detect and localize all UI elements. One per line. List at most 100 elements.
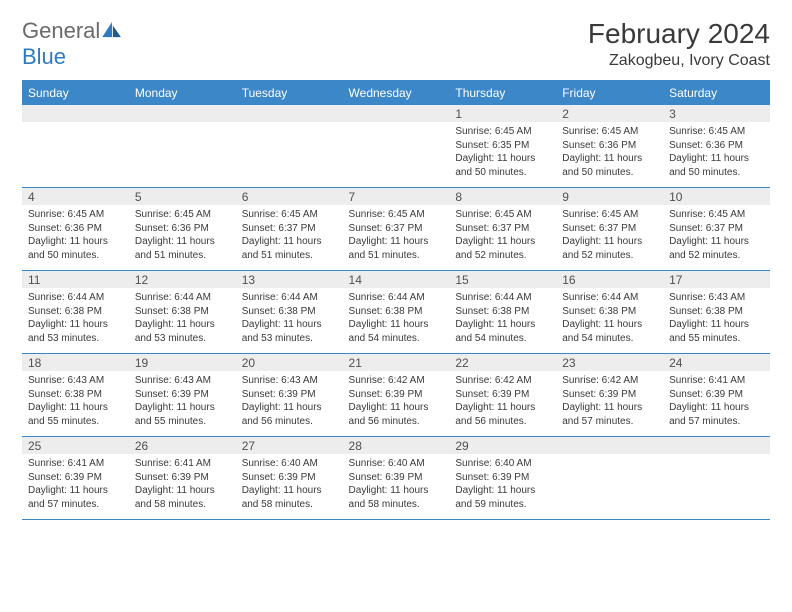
- day-number: 14: [343, 271, 450, 288]
- day-details: Sunrise: 6:45 AMSunset: 6:37 PMDaylight:…: [556, 205, 663, 270]
- empty-day-cell: [556, 437, 663, 520]
- day-details: Sunrise: 6:44 AMSunset: 6:38 PMDaylight:…: [343, 288, 450, 353]
- day-number: [22, 105, 129, 122]
- day-number: 2: [556, 105, 663, 122]
- day-details: Sunrise: 6:41 AMSunset: 6:39 PMDaylight:…: [663, 371, 770, 436]
- day-details: Sunrise: 6:43 AMSunset: 6:38 PMDaylight:…: [663, 288, 770, 353]
- day-cell: 20Sunrise: 6:43 AMSunset: 6:39 PMDayligh…: [236, 354, 343, 437]
- day-cell: 18Sunrise: 6:43 AMSunset: 6:38 PMDayligh…: [22, 354, 129, 437]
- logo-sail-icon: [102, 18, 122, 44]
- day-number: 25: [22, 437, 129, 454]
- day-details: Sunrise: 6:44 AMSunset: 6:38 PMDaylight:…: [449, 288, 556, 353]
- day-number: 28: [343, 437, 450, 454]
- title-block: February 2024 Zakogbeu, Ivory Coast: [588, 18, 770, 70]
- day-number: 18: [22, 354, 129, 371]
- empty-day-cell: [236, 105, 343, 188]
- weekday-header: Tuesday: [236, 81, 343, 105]
- week-row: 18Sunrise: 6:43 AMSunset: 6:38 PMDayligh…: [22, 354, 770, 437]
- day-details: Sunrise: 6:45 AMSunset: 6:36 PMDaylight:…: [556, 122, 663, 187]
- day-cell: 17Sunrise: 6:43 AMSunset: 6:38 PMDayligh…: [663, 271, 770, 354]
- logo-text-blue: Blue: [22, 44, 66, 69]
- week-row: 11Sunrise: 6:44 AMSunset: 6:38 PMDayligh…: [22, 271, 770, 354]
- day-details: Sunrise: 6:44 AMSunset: 6:38 PMDaylight:…: [129, 288, 236, 353]
- day-number: 13: [236, 271, 343, 288]
- day-cell: 29Sunrise: 6:40 AMSunset: 6:39 PMDayligh…: [449, 437, 556, 520]
- day-number: 4: [22, 188, 129, 205]
- day-number: 1: [449, 105, 556, 122]
- day-cell: 11Sunrise: 6:44 AMSunset: 6:38 PMDayligh…: [22, 271, 129, 354]
- day-cell: 6Sunrise: 6:45 AMSunset: 6:37 PMDaylight…: [236, 188, 343, 271]
- day-cell: 14Sunrise: 6:44 AMSunset: 6:38 PMDayligh…: [343, 271, 450, 354]
- day-cell: 9Sunrise: 6:45 AMSunset: 6:37 PMDaylight…: [556, 188, 663, 271]
- day-cell: 26Sunrise: 6:41 AMSunset: 6:39 PMDayligh…: [129, 437, 236, 520]
- day-number: 11: [22, 271, 129, 288]
- day-number: 29: [449, 437, 556, 454]
- day-cell: 23Sunrise: 6:42 AMSunset: 6:39 PMDayligh…: [556, 354, 663, 437]
- day-details: Sunrise: 6:42 AMSunset: 6:39 PMDaylight:…: [449, 371, 556, 436]
- day-number: 27: [236, 437, 343, 454]
- day-details: [663, 454, 770, 512]
- weekday-header: Friday: [556, 81, 663, 105]
- logo: GeneralBlue: [22, 18, 122, 70]
- calendar-page: GeneralBlue February 2024 Zakogbeu, Ivor…: [0, 0, 792, 538]
- day-number: 8: [449, 188, 556, 205]
- day-details: Sunrise: 6:42 AMSunset: 6:39 PMDaylight:…: [556, 371, 663, 436]
- day-cell: 4Sunrise: 6:45 AMSunset: 6:36 PMDaylight…: [22, 188, 129, 271]
- day-number: 22: [449, 354, 556, 371]
- day-cell: 21Sunrise: 6:42 AMSunset: 6:39 PMDayligh…: [343, 354, 450, 437]
- day-number: 23: [556, 354, 663, 371]
- weekday-header: Saturday: [663, 81, 770, 105]
- empty-day-cell: [343, 105, 450, 188]
- day-number: 5: [129, 188, 236, 205]
- day-number: 9: [556, 188, 663, 205]
- day-details: Sunrise: 6:43 AMSunset: 6:39 PMDaylight:…: [236, 371, 343, 436]
- location-text: Zakogbeu, Ivory Coast: [588, 52, 770, 70]
- day-cell: 16Sunrise: 6:44 AMSunset: 6:38 PMDayligh…: [556, 271, 663, 354]
- day-details: Sunrise: 6:44 AMSunset: 6:38 PMDaylight:…: [22, 288, 129, 353]
- day-cell: 27Sunrise: 6:40 AMSunset: 6:39 PMDayligh…: [236, 437, 343, 520]
- day-details: Sunrise: 6:45 AMSunset: 6:36 PMDaylight:…: [663, 122, 770, 187]
- day-cell: 8Sunrise: 6:45 AMSunset: 6:37 PMDaylight…: [449, 188, 556, 271]
- week-row: 4Sunrise: 6:45 AMSunset: 6:36 PMDaylight…: [22, 188, 770, 271]
- day-cell: 28Sunrise: 6:40 AMSunset: 6:39 PMDayligh…: [343, 437, 450, 520]
- day-cell: 7Sunrise: 6:45 AMSunset: 6:37 PMDaylight…: [343, 188, 450, 271]
- day-details: Sunrise: 6:40 AMSunset: 6:39 PMDaylight:…: [449, 454, 556, 519]
- weekday-header-row: SundayMondayTuesdayWednesdayThursdayFrid…: [22, 81, 770, 105]
- week-row: 25Sunrise: 6:41 AMSunset: 6:39 PMDayligh…: [22, 437, 770, 520]
- day-cell: 19Sunrise: 6:43 AMSunset: 6:39 PMDayligh…: [129, 354, 236, 437]
- day-details: Sunrise: 6:45 AMSunset: 6:37 PMDaylight:…: [449, 205, 556, 270]
- week-row: 1Sunrise: 6:45 AMSunset: 6:35 PMDaylight…: [22, 105, 770, 188]
- month-title: February 2024: [588, 18, 770, 50]
- day-number: 24: [663, 354, 770, 371]
- day-cell: 22Sunrise: 6:42 AMSunset: 6:39 PMDayligh…: [449, 354, 556, 437]
- day-number: 12: [129, 271, 236, 288]
- day-details: Sunrise: 6:42 AMSunset: 6:39 PMDaylight:…: [343, 371, 450, 436]
- day-details: Sunrise: 6:40 AMSunset: 6:39 PMDaylight:…: [236, 454, 343, 519]
- day-number: 15: [449, 271, 556, 288]
- day-number: 10: [663, 188, 770, 205]
- calendar-table: SundayMondayTuesdayWednesdayThursdayFrid…: [22, 80, 770, 520]
- day-details: Sunrise: 6:40 AMSunset: 6:39 PMDaylight:…: [343, 454, 450, 519]
- empty-day-cell: [22, 105, 129, 188]
- weekday-header: Monday: [129, 81, 236, 105]
- day-cell: 24Sunrise: 6:41 AMSunset: 6:39 PMDayligh…: [663, 354, 770, 437]
- day-details: Sunrise: 6:41 AMSunset: 6:39 PMDaylight:…: [129, 454, 236, 519]
- day-details: Sunrise: 6:45 AMSunset: 6:37 PMDaylight:…: [236, 205, 343, 270]
- weekday-header: Thursday: [449, 81, 556, 105]
- day-cell: 13Sunrise: 6:44 AMSunset: 6:38 PMDayligh…: [236, 271, 343, 354]
- day-number: 16: [556, 271, 663, 288]
- day-number: 17: [663, 271, 770, 288]
- day-details: Sunrise: 6:41 AMSunset: 6:39 PMDaylight:…: [22, 454, 129, 519]
- day-number: [556, 437, 663, 454]
- day-number: [663, 437, 770, 454]
- day-number: 6: [236, 188, 343, 205]
- day-details: [236, 122, 343, 180]
- day-number: 3: [663, 105, 770, 122]
- day-details: Sunrise: 6:44 AMSunset: 6:38 PMDaylight:…: [236, 288, 343, 353]
- weekday-header: Sunday: [22, 81, 129, 105]
- day-details: Sunrise: 6:45 AMSunset: 6:35 PMDaylight:…: [449, 122, 556, 187]
- day-details: Sunrise: 6:45 AMSunset: 6:36 PMDaylight:…: [129, 205, 236, 270]
- day-number: [343, 105, 450, 122]
- day-cell: 15Sunrise: 6:44 AMSunset: 6:38 PMDayligh…: [449, 271, 556, 354]
- day-details: Sunrise: 6:45 AMSunset: 6:37 PMDaylight:…: [343, 205, 450, 270]
